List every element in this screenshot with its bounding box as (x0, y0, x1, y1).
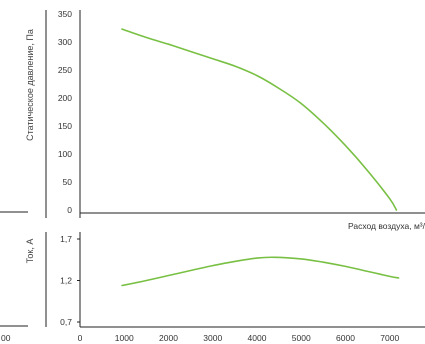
pressure-y-tick-label: 0 (67, 205, 72, 215)
pressure-y-tick-label: 300 (58, 37, 72, 47)
pressure-y-tick-label: 100 (58, 149, 72, 159)
current-axis-label: Ток, А (25, 239, 35, 264)
current-x-tick-label: 0 (78, 333, 83, 343)
current-curve (121, 256, 400, 287)
current-y-tick-label: 1,2 (60, 276, 72, 286)
pressure-curve (121, 28, 398, 211)
current-x-tick-label: 6000 (336, 333, 355, 343)
pressure-axis-label: Статическое давление, Па (25, 29, 35, 141)
pressure-x-axis-label: Расход воздуха, м³/ (348, 221, 425, 231)
current-x-tick-label: 4000 (248, 333, 267, 343)
current-x-tick-label: 5000 (292, 333, 311, 343)
pressure-y-tick-label: 50 (63, 177, 73, 187)
left-edge-label: 00 (1, 333, 11, 343)
current-y-ticks: 1,7 1,2 0,7 (60, 234, 80, 327)
pressure-y-tick-label: 200 (58, 93, 72, 103)
pressure-panel: Статическое давление, Па 350 300 250 200 150… (0, 9, 425, 231)
pressure-y-tick-label: 250 (58, 65, 72, 75)
pressure-y-ticks: 350 300 250 200 150 100 50 0 (58, 9, 72, 215)
current-y-tick-label: 0,7 (60, 317, 72, 327)
current-x-tick-label: 2000 (159, 333, 178, 343)
current-x-tick-label: 7000 (380, 333, 399, 343)
current-x-ticks: 010002000300040005000600070008 (78, 333, 400, 343)
current-x-tick-label: 1000 (115, 333, 134, 343)
pressure-y-tick-label: 350 (58, 9, 72, 19)
pressure-y-tick-label: 150 (58, 121, 72, 131)
current-panel: Ток, А 1,7 1,2 0,7 0 1000 2000 3000 4000 5000 60… (0, 232, 425, 343)
current-x-tick-label: 3000 (203, 333, 222, 343)
current-y-tick-label: 1,7 (60, 234, 72, 244)
